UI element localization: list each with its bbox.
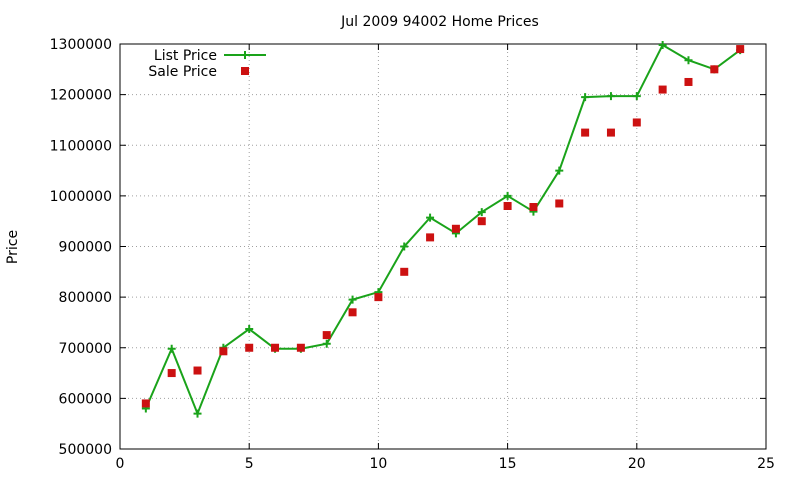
x-tick-label: 20 xyxy=(628,456,646,472)
sale-price-point xyxy=(606,128,615,137)
list-price-point xyxy=(503,191,512,200)
y-tick-label: 700000 xyxy=(59,341,112,357)
list-price-point xyxy=(632,92,641,101)
sale-price-point xyxy=(193,366,202,375)
list-price-point xyxy=(167,344,176,353)
y-tick-label: 600000 xyxy=(59,391,112,407)
y-tick-label: 500000 xyxy=(59,442,112,458)
sale-price-point xyxy=(141,399,150,408)
series xyxy=(141,41,745,418)
list-price-point xyxy=(193,409,202,418)
list-price-point xyxy=(477,208,486,217)
sale-price-point xyxy=(710,65,719,74)
series-sale-price xyxy=(141,45,745,408)
list-price-point xyxy=(581,93,590,102)
sale-price-point xyxy=(219,347,228,356)
sale-price-point xyxy=(529,203,538,212)
y-tick-label: 1300000 xyxy=(50,37,112,53)
list-price-point xyxy=(426,213,435,222)
x-tick-label: 0 xyxy=(116,456,125,472)
sale-price-point xyxy=(348,308,357,317)
sale-price-point xyxy=(296,343,305,352)
legend-marker-list-price xyxy=(241,51,249,59)
plot-frame xyxy=(119,43,767,450)
x-tick-label: 25 xyxy=(757,456,775,472)
list-price-point xyxy=(245,325,254,334)
x-tick-label: 15 xyxy=(499,456,517,472)
legend-label-sale-price: Sale Price xyxy=(148,64,217,80)
sale-price-point xyxy=(400,267,409,276)
sale-price-point xyxy=(555,199,564,208)
sale-price-point xyxy=(426,233,435,242)
ticks: 0 5 10 15 20 25 500000 600000 700000 800000 900000… xyxy=(50,37,775,472)
sale-price-point xyxy=(658,85,667,94)
sale-price-point xyxy=(451,224,460,233)
y-tick-label: 900000 xyxy=(59,240,112,256)
y-tick-label: 1000000 xyxy=(50,189,112,205)
sale-price-point xyxy=(167,369,176,378)
y-tick-label: 800000 xyxy=(59,290,112,306)
y-tick-label: 1200000 xyxy=(50,88,112,104)
sale-price-point xyxy=(684,77,693,86)
x-tick-label: 5 xyxy=(245,456,254,472)
x-tick-label: 10 xyxy=(369,456,387,472)
y-axis-label: Price xyxy=(5,230,21,264)
sale-price-point xyxy=(503,202,512,210)
series-list-price xyxy=(141,41,745,418)
sale-price-point xyxy=(736,45,745,54)
grid xyxy=(120,44,766,449)
sale-price-point xyxy=(632,118,641,127)
list-price-point xyxy=(606,92,615,101)
sale-price-point xyxy=(374,293,383,302)
list-price-line xyxy=(144,43,741,417)
legend-label-list-price: List Price xyxy=(154,48,217,64)
sale-price-point xyxy=(581,128,590,137)
sale-price-point xyxy=(322,331,331,340)
chart-title: Jul 2009 94002 Home Prices xyxy=(340,14,539,30)
list-price-point xyxy=(684,56,693,65)
list-price-point xyxy=(322,339,331,348)
list-price-point xyxy=(658,41,667,50)
list-price-point xyxy=(555,166,564,175)
legend: List Price Sale Price xyxy=(148,48,266,80)
legend-marker-sale-price xyxy=(241,67,249,75)
sale-price-point xyxy=(245,343,254,352)
list-price-point xyxy=(400,242,409,251)
list-price-point xyxy=(348,295,357,304)
sale-price-point xyxy=(271,343,280,352)
sale-price-point xyxy=(477,217,486,226)
y-tick-label: 1100000 xyxy=(50,138,112,154)
